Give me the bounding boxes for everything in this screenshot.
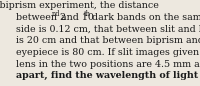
- Text: eyepiece is 80 cm. If slit images given by the: eyepiece is 80 cm. If slit images given …: [16, 48, 200, 57]
- Text: nd: nd: [52, 10, 61, 18]
- Text: th: th: [84, 10, 91, 18]
- Text: In a biprism experiment, the distance: In a biprism experiment, the distance: [0, 1, 159, 10]
- Text: apart, find the wavelength of light used.: apart, find the wavelength of light used…: [16, 71, 200, 80]
- Text: dark bands on the same: dark bands on the same: [89, 13, 200, 22]
- Text: between 2: between 2: [16, 13, 66, 22]
- Text: is 20 cm and that between biprism and: is 20 cm and that between biprism and: [16, 36, 200, 45]
- Text: side is 0.12 cm, that between slit and biprism: side is 0.12 cm, that between slit and b…: [16, 25, 200, 34]
- Text: and 10: and 10: [58, 13, 94, 22]
- Text: lens in the two positions are 4.5 mm and 2 mm: lens in the two positions are 4.5 mm and…: [16, 60, 200, 69]
